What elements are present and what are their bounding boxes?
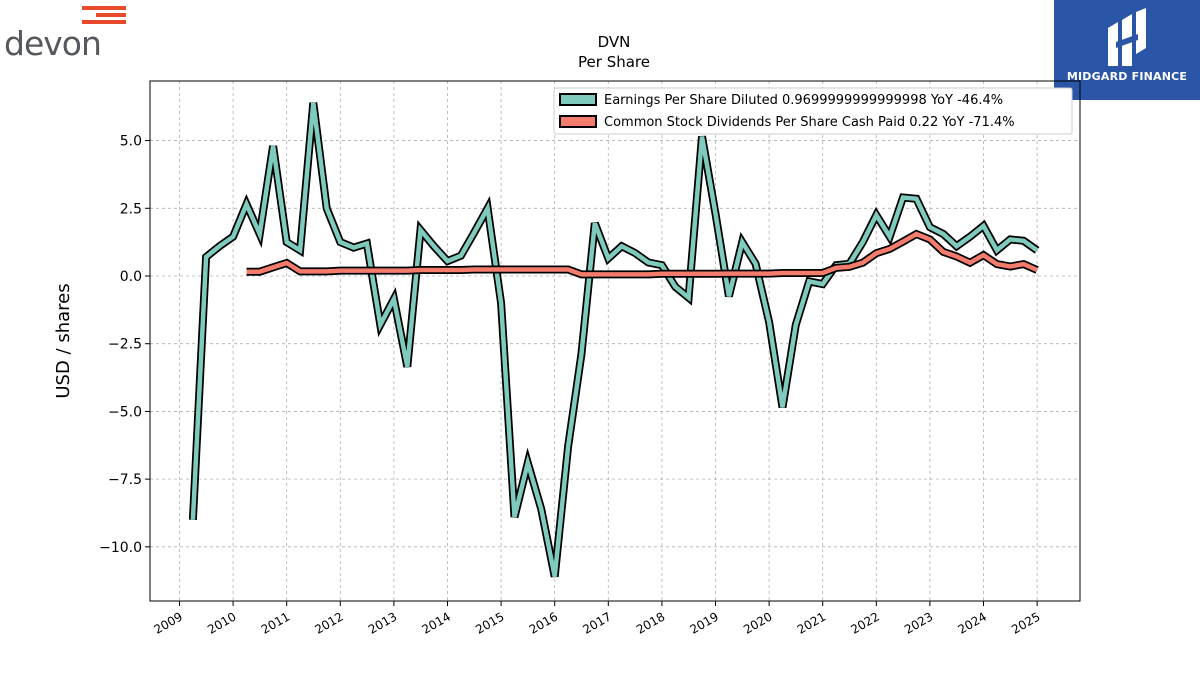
- dividends-line: [246, 231, 1039, 277]
- devon-stripes-icon: [82, 6, 126, 28]
- legend-label-eps: Earnings Per Share Diluted 0.96999999999…: [604, 93, 1003, 108]
- eps-line-outline: [188, 102, 1040, 578]
- series-lines: [188, 102, 1040, 578]
- y-tick-label: −7.5: [108, 472, 142, 488]
- x-tick-label: 2021: [795, 609, 828, 636]
- grid: [150, 81, 1080, 601]
- x-tick-label: 2020: [741, 609, 774, 636]
- x-tick-label: 2010: [205, 609, 238, 636]
- x-tick-label: 2009: [152, 609, 185, 636]
- y-axis-ticks: 5.0 2.5 0.0 −2.5 −5.0 −7.5 −10.0: [99, 134, 150, 556]
- x-tick-label: 2019: [688, 609, 721, 636]
- legend-swatch-eps: [559, 93, 597, 106]
- midgard-logo-text: MIDGARD FINANCE: [1066, 70, 1188, 83]
- x-tick-label: 2016: [527, 609, 560, 636]
- x-tick-label: 2011: [259, 609, 292, 636]
- y-tick-label: 0.0: [120, 269, 142, 285]
- legend-label-dividends: Common Stock Dividends Per Share Cash Pa…: [604, 115, 1015, 130]
- x-tick-label: 2017: [580, 609, 613, 636]
- y-tick-label: −10.0: [99, 540, 142, 556]
- devon-logo-text: devon: [4, 24, 102, 63]
- x-tick-label: 2018: [634, 609, 667, 636]
- y-tick-label: 2.5: [120, 201, 142, 217]
- x-tick-label: 2015: [473, 609, 506, 636]
- y-tick-label: −2.5: [108, 337, 142, 353]
- midgard-finance-logo: MIDGARD FINANCE: [1054, 0, 1200, 100]
- x-tick-label: 2024: [956, 609, 989, 636]
- y-tick-label: 5.0: [120, 134, 142, 150]
- eps-line: [190, 102, 1039, 578]
- midgard-monogram-icon: [1108, 8, 1146, 66]
- y-tick-label: −5.0: [108, 404, 142, 420]
- legend: Earnings Per Share Diluted 0.96999999999…: [553, 87, 1073, 135]
- chart-subtitle: Per Share: [578, 53, 650, 71]
- y-axis-label: USD / shares: [53, 283, 74, 398]
- x-tick-label: 2023: [902, 609, 935, 636]
- legend-swatch-dividends: [559, 115, 597, 128]
- chart-title: DVN: [598, 33, 631, 51]
- x-tick-label: 2025: [1009, 609, 1042, 636]
- x-axis-ticks: 2009 2010 2011 2012 2013 2014 2015 2016 2017 2018…: [152, 601, 1043, 637]
- x-tick-label: 2014: [420, 609, 453, 636]
- plot-frame: [149, 80, 1081, 602]
- x-tick-label: 2012: [312, 609, 345, 636]
- devon-logo: devon: [4, 4, 128, 64]
- legend-box: [553, 87, 1073, 135]
- x-tick-label: 2013: [366, 609, 399, 636]
- x-tick-label: 2022: [848, 609, 881, 636]
